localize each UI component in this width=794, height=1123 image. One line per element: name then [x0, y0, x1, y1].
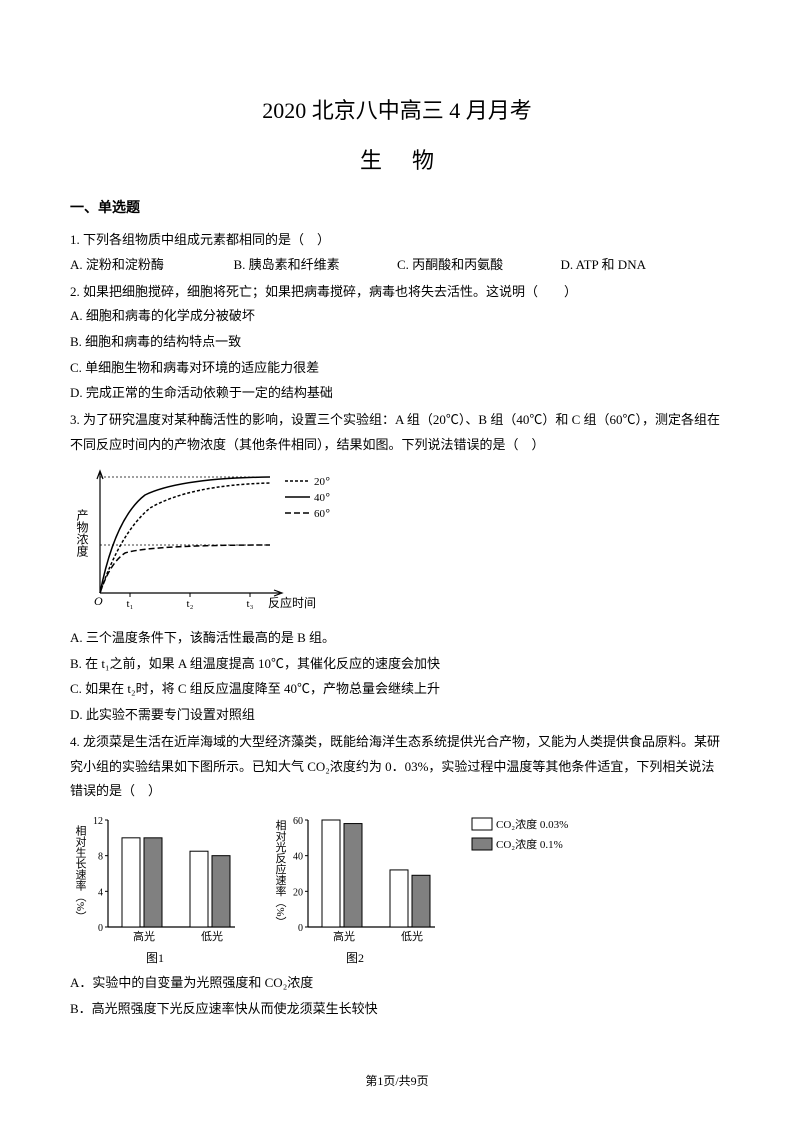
q3-chart: 产物浓度 Ot₁ t₂ t₃ 反应时间 20℃ 40℃ 60℃: [70, 463, 724, 622]
q3-opt-d: D. 此实验不需要专门设置对照组: [70, 703, 724, 728]
svg-text:12: 12: [93, 816, 103, 827]
q4-legend: CO₂浓度 0.03% CO₂浓度 0.1%: [470, 812, 610, 862]
q4-chart1: 0 4 8 12 相对生长速率（%） 高光 低光图1: [70, 812, 240, 967]
svg-text:t₂: t₂: [187, 598, 194, 610]
svg-text:高光: 高光: [133, 929, 155, 943]
q3-opt-a: A. 三个温度条件下，该酶活性最高的是 B 组。: [70, 626, 724, 651]
q1-stem: 1. 下列各组物质中组成元素都相同的是（ ）: [70, 228, 724, 253]
question-4: 4. 龙须菜是生活在近岸海域的大型经济藻类，既能给海洋生态系统提供光合产物，又能…: [70, 730, 724, 1021]
q4-chart2: 0 20 40 60 相对光反应速率（%） 高光 低光图2: [270, 812, 440, 967]
svg-text:图2: 图2: [346, 951, 364, 965]
q1-opt-b: B. 胰岛素和纤维素: [234, 253, 398, 278]
q2-opt-a: A. 细胞和病毒的化学成分被破坏: [70, 304, 724, 329]
question-2: 2. 如果把细胞搅碎，细胞将死亡；如果把病毒搅碎，病毒也将失去活性。这说明（ ）…: [70, 280, 724, 406]
svg-text:相对生长速率（%）: 相对生长速率（%）: [74, 824, 87, 921]
svg-text:0: 0: [98, 923, 103, 934]
svg-text:低光: 低光: [401, 929, 423, 943]
question-1: 1. 下列各组物质中组成元素都相同的是（ ） A. 淀粉和淀粉酶 B. 胰岛素和…: [70, 228, 724, 277]
q3-line-chart: 产物浓度 Ot₁ t₂ t₃ 反应时间 20℃ 40℃ 60℃: [70, 463, 330, 613]
svg-text:CO₂浓度 0.1%: CO₂浓度 0.1%: [496, 837, 563, 851]
svg-text:8: 8: [98, 852, 103, 863]
q4-stem: 4. 龙须菜是生活在近岸海域的大型经济藻类，既能给海洋生态系统提供光合产物，又能…: [70, 730, 724, 804]
svg-text:CO₂浓度 0.03%: CO₂浓度 0.03%: [496, 817, 568, 831]
svg-text:高光: 高光: [333, 929, 355, 943]
q4-opt-b: B．高光照强度下光反应速率快从而使龙须菜生长较快: [70, 997, 724, 1022]
q2-opt-d: D. 完成正常的生命活动依赖于一定的结构基础: [70, 381, 724, 406]
q1-opt-a: A. 淀粉和淀粉酶: [70, 253, 234, 278]
q2-opt-c: C. 单细胞生物和病毒对环境的适应能力很差: [70, 356, 724, 381]
q3-opt-b: B. 在 t₁之前，如果 A 组温度提高 10℃，其催化反应的速度会加快: [70, 652, 724, 677]
svg-text:20℃: 20℃: [314, 476, 330, 488]
q2-opt-b: B. 细胞和病毒的结构特点一致: [70, 330, 724, 355]
q3-stem: 3. 为了研究温度对某种酶活性的影响，设置三个实验组：A 组（20℃）、B 组（…: [70, 408, 724, 457]
svg-text:t₁: t₁: [127, 598, 134, 610]
q4-charts: 0 4 8 12 相对生长速率（%） 高光 低光图1 0 20 40 60 相对光反应速率（%） 高光…: [70, 812, 724, 967]
q4-opt-a: A．实验中的自变量为光照强度和 CO₂浓度: [70, 971, 724, 996]
q3-opt-c: C. 如果在 t₂时，将 C 组反应温度降至 40℃，产物总量会继续上升: [70, 677, 724, 702]
svg-text:4: 4: [98, 887, 103, 898]
svg-text:t₃: t₃: [247, 598, 254, 610]
section-heading: 一、单选题: [70, 196, 724, 223]
svg-text:40℃: 40℃: [314, 492, 330, 504]
svg-text:60: 60: [293, 816, 303, 827]
svg-text:60℃: 60℃: [314, 508, 330, 520]
q2-stem: 2. 如果把细胞搅碎，细胞将死亡；如果把病毒搅碎，病毒也将失去活性。这说明（ ）: [70, 280, 724, 305]
svg-text:相对光反应速率（%）: 相对光反应速率（%）: [274, 819, 287, 927]
page-footer: 第1页/共9页: [0, 1070, 794, 1093]
svg-text:0: 0: [298, 923, 303, 934]
q1-options: A. 淀粉和淀粉酶 B. 胰岛素和纤维素 C. 丙酮酸和丙氨酸 D. ATP 和…: [70, 253, 724, 278]
q1-opt-c: C. 丙酮酸和丙氨酸: [397, 253, 561, 278]
svg-text:图1: 图1: [146, 951, 164, 965]
page-title: 2020 北京八中高三 4 月月考: [70, 90, 724, 132]
svg-text:40: 40: [293, 852, 303, 863]
q1-opt-d: D. ATP 和 DNA: [561, 253, 725, 278]
page-subject: 生物: [70, 140, 724, 182]
svg-text:产物浓度: 产物浓度: [75, 509, 89, 557]
svg-text:O: O: [94, 594, 103, 608]
question-3: 3. 为了研究温度对某种酶活性的影响，设置三个实验组：A 组（20℃）、B 组（…: [70, 408, 724, 728]
svg-text:反应时间: 反应时间: [268, 595, 316, 610]
svg-text:低光: 低光: [201, 929, 223, 943]
svg-text:20: 20: [293, 887, 303, 898]
